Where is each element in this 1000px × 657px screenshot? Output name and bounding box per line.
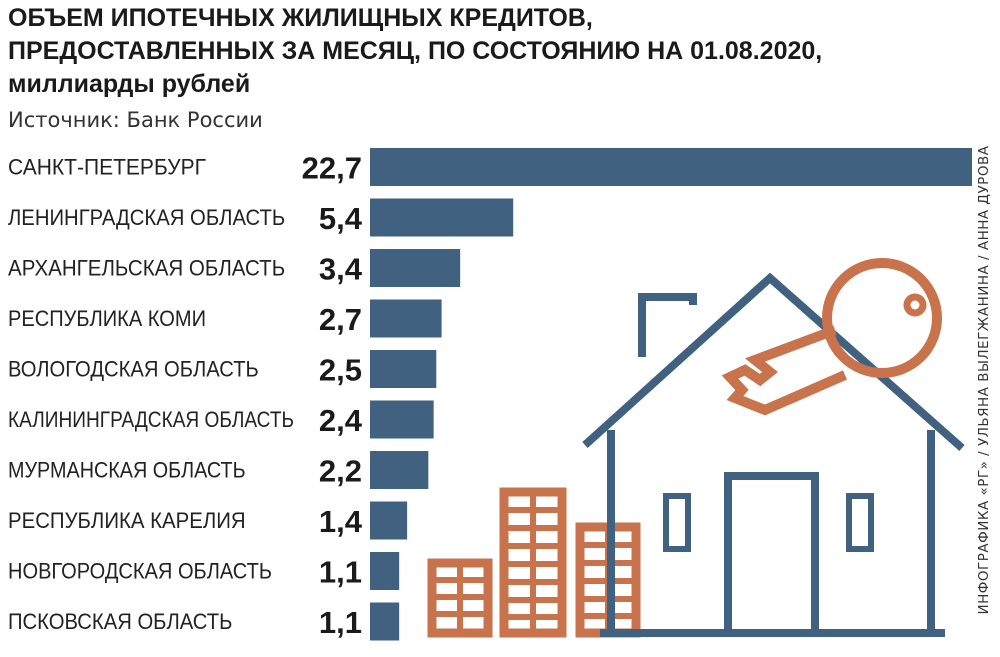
- value-label-8: 1,4: [319, 504, 363, 539]
- category-label-8: РЕСПУБЛИКА КАРЕЛИЯ: [8, 508, 246, 533]
- category-label-5: ВОЛОГОДСКАЯ ОБЛАСТЬ: [8, 357, 259, 382]
- key-icon: [721, 258, 942, 416]
- bar-6: [370, 400, 434, 439]
- category-label-1: САНКТ-ПЕТЕРБУРГ: [8, 155, 206, 180]
- title-line-1: ОБЪЕМ ИПОТЕЧНЫХ ЖИЛИЩНЫХ КРЕДИТОВ,: [8, 4, 593, 32]
- house-window-right: [846, 493, 874, 552]
- bar-9: [370, 552, 400, 590]
- bar-4: [370, 299, 442, 338]
- key-hole: [903, 293, 927, 317]
- bar-2: [370, 198, 514, 237]
- house-chimney: [638, 293, 697, 357]
- category-label-7: МУРМАНСКАЯ ОБЛАСТЬ: [8, 458, 246, 483]
- category-label-10: ПСКОВСКАЯ ОБЛАСТЬ: [8, 609, 232, 634]
- category-label-6: КАЛИНИНГРАДСКАЯ ОБЛАСТЬ: [8, 407, 294, 432]
- value-label-3: 3,4: [319, 252, 363, 287]
- key-head: [822, 258, 942, 378]
- value-label-1: 22,7: [302, 151, 362, 186]
- bar-8: [370, 501, 408, 540]
- value-label-6: 2,4: [319, 403, 363, 438]
- bar-7: [370, 451, 429, 489]
- category-label-3: АРХАНГЕЛЬСКАЯ ОБЛАСТЬ: [8, 256, 285, 281]
- value-label-4: 2,7: [319, 302, 362, 337]
- category-label-4: РЕСПУБЛИКА КОМИ: [8, 306, 206, 331]
- house-window-left: [663, 493, 691, 552]
- category-label-9: НОВГОРОДСКАЯ ОБЛАСТЬ: [8, 559, 272, 584]
- value-label-2: 5,4: [319, 201, 363, 236]
- house-door: [724, 472, 819, 637]
- key-blade: [721, 325, 848, 416]
- bar-10: [370, 602, 400, 641]
- bar-1: [370, 148, 972, 186]
- bar-5: [370, 350, 437, 388]
- chart-title: ОБЪЕМ ИПОТЕЧНЫХ ЖИЛИЩНЫХ КРЕДИТОВ, ПРЕДО…: [8, 2, 822, 101]
- bar-3: [370, 249, 461, 287]
- value-label-7: 2,2: [319, 454, 362, 489]
- category-label-2: ЛЕНИНГРАДСКАЯ ОБЛАСТЬ: [8, 205, 285, 230]
- house-icon: [582, 272, 965, 637]
- bars-group: САНКТ-ПЕТЕРБУРГ 22,7 ЛЕНИНГРАДСКАЯ ОБЛАСТЬ…: [8, 148, 972, 641]
- buildings-icon: [427, 487, 641, 638]
- house-roof: [582, 272, 965, 451]
- title-line-2: ПРЕДОСТАВЛЕННЫХ ЗА МЕСЯЦ, ПО СОСТОЯНИЮ Н…: [8, 37, 823, 65]
- title-line-3: миллиарды рублей: [8, 70, 251, 98]
- value-label-5: 2,5: [319, 353, 362, 388]
- illustration: [427, 258, 965, 638]
- source-note: Источник: Банк России: [8, 108, 263, 132]
- value-label-9: 1,1: [319, 555, 362, 590]
- value-label-10: 1,1: [319, 605, 362, 640]
